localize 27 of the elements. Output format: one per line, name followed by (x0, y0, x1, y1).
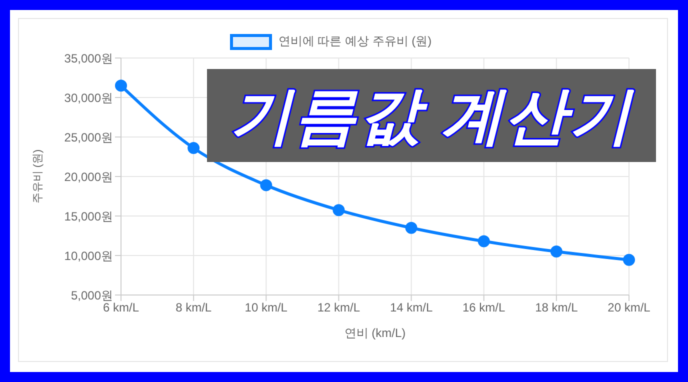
y-tick-label: 15,000원 (64, 209, 113, 224)
point (623, 254, 635, 266)
y-tick-label: 35,000원 (64, 51, 113, 66)
y-tick-label: 10,000원 (64, 248, 113, 263)
point (188, 142, 200, 154)
x-tick-label: 12 km/L (317, 300, 360, 315)
legend-label: 연비에 따른 예상 주유비 (원) (278, 33, 432, 50)
point (478, 235, 490, 248)
annotation: 기름값 계산기 (207, 69, 656, 162)
x-tick-label: 14 km/L (390, 300, 433, 315)
point (332, 204, 345, 216)
point (260, 179, 272, 192)
y-axis-title: 주유비 (원) (32, 149, 44, 204)
y-tick-label: 5,000원 (70, 288, 113, 302)
point (405, 222, 418, 234)
x-tick-label: 18 km/L (535, 300, 578, 315)
point (550, 246, 562, 258)
point (115, 80, 127, 92)
x-axis-title: 연비 (km/L) (344, 326, 406, 340)
y-tick-label: 30,000원 (64, 90, 113, 105)
x-tick-label: 6 km/L (102, 300, 140, 315)
x-tick-label: 10 km/L (244, 300, 288, 315)
x-tick-label: 16 km/L (462, 300, 506, 315)
y-tick-label: 20,000원 (64, 170, 113, 184)
x-tick-label: 8 km/L (176, 300, 212, 315)
x-tick-label: 20 km/L (608, 300, 651, 315)
y-tick-label: 25,000원 (64, 130, 113, 144)
